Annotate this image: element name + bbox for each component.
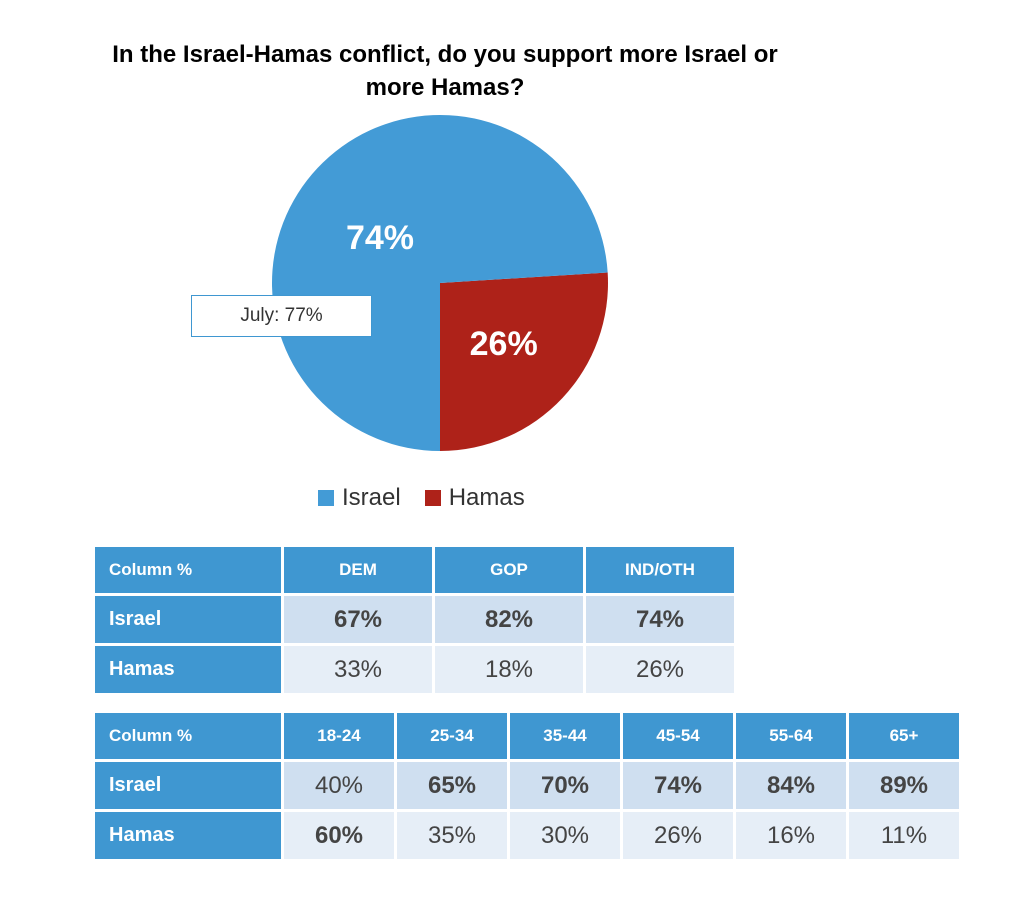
table-cell: 16% xyxy=(736,812,846,859)
table-header-row: Column % DEM GOP IND/OTH xyxy=(95,547,734,593)
legend-label-hamas: Hamas xyxy=(448,484,525,511)
legend-item-hamas: Hamas xyxy=(424,484,525,512)
table-cell: 18% xyxy=(435,646,583,693)
row-label: Hamas xyxy=(95,812,281,859)
table-header-cell: 18-24 xyxy=(284,713,394,759)
age-table: Column % 18-24 25-34 35-44 45-54 55-64 6… xyxy=(92,710,962,862)
table-header-cell: 65+ xyxy=(849,713,959,759)
row-label: Hamas xyxy=(95,646,281,693)
table-row: Israel 40% 65% 70% 74% 84% 89% xyxy=(95,762,959,809)
table-cell: 33% xyxy=(284,646,432,693)
table-cell: 30% xyxy=(510,812,620,859)
legend-item-israel: Israel xyxy=(318,484,401,512)
table-cell: 82% xyxy=(435,596,583,643)
pie-slice-israel xyxy=(272,115,608,451)
row-label: Israel xyxy=(95,762,281,809)
pie-label-israel: 74% xyxy=(346,219,414,257)
table-header-cell: 35-44 xyxy=(510,713,620,759)
table-cell: 35% xyxy=(397,812,507,859)
table-row: Israel 67% 82% 74% xyxy=(95,596,734,643)
table-header-cell: GOP xyxy=(435,547,583,593)
table-cell: 84% xyxy=(736,762,846,809)
party-table: Column % DEM GOP IND/OTH Israel 67% 82% … xyxy=(92,544,737,696)
chart-title: In the Israel-Hamas conflict, do you sup… xyxy=(112,41,778,101)
table-header-cell: 55-64 xyxy=(736,713,846,759)
table-cell: 89% xyxy=(849,762,959,809)
table-row: Hamas 60% 35% 30% 26% 16% 11% xyxy=(95,812,959,859)
table-cell: 11% xyxy=(849,812,959,859)
table-header-cell: Column % xyxy=(95,547,281,593)
table-cell: 40% xyxy=(284,762,394,809)
legend-swatch-israel xyxy=(318,490,334,506)
row-label: Israel xyxy=(95,596,281,643)
table-row: Hamas 33% 18% 26% xyxy=(95,646,734,693)
table-cell: 74% xyxy=(586,596,734,643)
table-cell: 60% xyxy=(284,812,394,859)
table-cell: 74% xyxy=(623,762,733,809)
pie-label-hamas: 26% xyxy=(470,325,538,363)
table-cell: 26% xyxy=(586,646,734,693)
table-header-cell: Column % xyxy=(95,713,281,759)
table-cell: 70% xyxy=(510,762,620,809)
pie-chart: 26% 74% xyxy=(272,115,608,451)
july-annotation: July: 77% xyxy=(191,295,372,337)
table-header-cell: IND/OTH xyxy=(586,547,734,593)
pie-slice-hamas xyxy=(440,272,608,451)
table-header-cell: 25-34 xyxy=(397,713,507,759)
table-header-cell: 45-54 xyxy=(623,713,733,759)
legend-swatch-hamas xyxy=(424,490,441,506)
table-cell: 67% xyxy=(284,596,432,643)
table-cell: 65% xyxy=(397,762,507,809)
table-header-cell: DEM xyxy=(284,547,432,593)
table-cell: 26% xyxy=(623,812,733,859)
table-header-row: Column % 18-24 25-34 35-44 45-54 55-64 6… xyxy=(95,713,959,759)
legend-label-israel: Israel xyxy=(342,484,401,511)
chart-legend: Israel Hamas xyxy=(318,484,549,512)
